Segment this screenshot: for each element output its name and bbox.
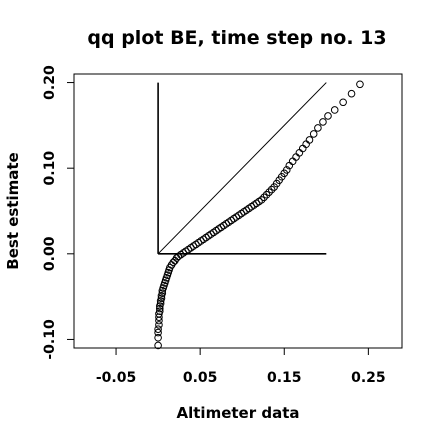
data-point: [302, 140, 310, 149]
data-point: [157, 294, 166, 303]
data-point: [265, 188, 273, 196]
data-point: [295, 148, 304, 157]
y-axis: -0.10 0.00 0.10 0.20: [42, 65, 75, 360]
data-point: [314, 124, 322, 132]
y-tick-label: -0.10: [42, 319, 58, 360]
data-point: [154, 325, 162, 333]
data-point: [155, 321, 163, 329]
data-point: [356, 80, 364, 89]
plot-frame: [73, 73, 403, 349]
chart-title: qq plot BE, time step no. 13: [87, 27, 386, 49]
y-axis-label: Best estimate: [4, 152, 22, 269]
data-point: [305, 136, 314, 144]
y-tick-label: 0.10: [42, 151, 58, 186]
identity-reference-line: [157, 82, 327, 255]
data-point: [292, 153, 300, 161]
y-tick-label: 0.00: [42, 236, 58, 271]
data-point: [260, 193, 268, 202]
y-tick-label: 0.20: [42, 65, 58, 100]
data-point: [282, 166, 291, 174]
x-tick-label: 0.25: [351, 370, 386, 386]
data-point: [257, 196, 266, 204]
data-point: [154, 333, 162, 342]
x-tick-label: 0.05: [183, 370, 218, 386]
data-point: [324, 112, 332, 120]
data-point: [288, 157, 297, 166]
data-point: [330, 106, 339, 114]
data-point: [155, 304, 164, 313]
x-tick-label: 0.15: [267, 370, 302, 386]
data-point: [339, 98, 347, 107]
x-tick-label: -0.05: [96, 370, 136, 386]
data-points: [154, 80, 364, 350]
x-axis-label: Altimeter data: [177, 404, 300, 422]
data-point: [319, 118, 327, 126]
data-point: [154, 328, 162, 337]
data-point: [155, 313, 163, 321]
data-point: [154, 341, 162, 350]
x-axis: -0.05 0.05 0.15 0.25: [96, 347, 386, 386]
data-point: [156, 299, 165, 308]
data-point: [158, 289, 167, 298]
data-point: [347, 89, 356, 98]
data-point: [309, 130, 318, 138]
data-point: [262, 190, 271, 199]
data-point: [298, 144, 307, 153]
data-point: [267, 185, 276, 194]
data-point: [155, 307, 164, 315]
reference-lines: [157, 82, 327, 255]
